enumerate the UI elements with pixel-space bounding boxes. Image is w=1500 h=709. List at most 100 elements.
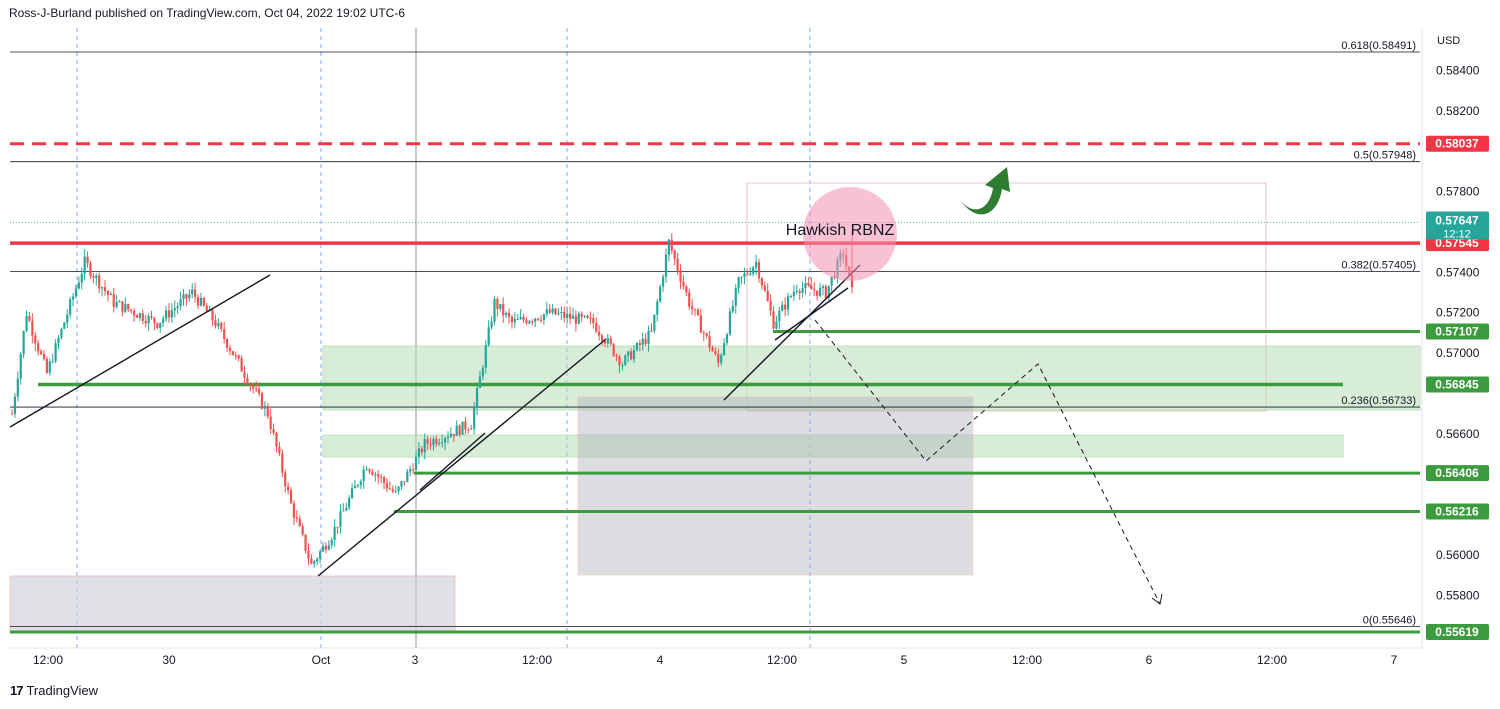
candle-body xyxy=(80,273,83,283)
candle-body xyxy=(536,318,540,320)
candle-body xyxy=(432,439,435,446)
candle-body xyxy=(624,355,627,365)
candle-body xyxy=(583,315,586,317)
candle-body xyxy=(670,239,673,251)
candle-body xyxy=(528,321,531,324)
candle-body xyxy=(676,258,679,271)
candle-body xyxy=(167,310,171,318)
candle-body xyxy=(525,320,528,324)
candle-body xyxy=(269,416,272,430)
candle-body xyxy=(496,299,499,310)
candle-body xyxy=(542,314,546,320)
candle-body xyxy=(571,315,575,319)
candle-body xyxy=(66,314,69,323)
candle-body xyxy=(380,476,383,478)
candle-body xyxy=(214,320,217,327)
candle-body xyxy=(691,306,694,310)
candle-body xyxy=(220,322,223,329)
candle-body xyxy=(342,510,345,512)
candle-body xyxy=(455,425,458,436)
candle-body xyxy=(211,309,214,321)
candle-body xyxy=(295,517,298,519)
candle-body xyxy=(199,297,203,306)
candle-body xyxy=(705,333,708,336)
time-tick-label: 7 xyxy=(1391,653,1398,667)
candle-body xyxy=(621,364,624,366)
candle-body xyxy=(781,304,784,311)
candle-body xyxy=(426,439,429,444)
current-price-tag xyxy=(1426,211,1489,240)
candle-body xyxy=(54,343,57,362)
candle-body xyxy=(292,503,296,518)
price-tag xyxy=(1426,465,1489,482)
candle-body xyxy=(191,289,194,295)
candle-body xyxy=(284,472,287,487)
candle-body xyxy=(661,276,665,287)
candle-body xyxy=(487,327,490,345)
candle-body xyxy=(534,318,537,322)
candle-body xyxy=(243,371,246,378)
price-tag-label: 0.57545 xyxy=(1435,236,1479,250)
hawkish-rbnz-label: Hawkish RBNZ xyxy=(786,222,895,239)
candle-body xyxy=(412,469,415,471)
time-axis[interactable]: 12:00 30 Oct 3 12:00 4 12:00 5 12:00 6 12:00 7 xyxy=(10,647,1422,667)
candle-body xyxy=(510,317,514,323)
candle-body xyxy=(83,256,86,274)
candle-body xyxy=(60,328,63,338)
candle-body xyxy=(711,347,714,352)
projection-path xyxy=(814,319,1161,605)
candle-body xyxy=(728,311,732,335)
candle-body xyxy=(13,396,17,414)
candle-body xyxy=(598,331,601,336)
candle-body xyxy=(850,274,854,288)
candle-body xyxy=(531,321,534,323)
candle-body xyxy=(28,315,31,321)
current-price-label: 0.57647 xyxy=(1435,213,1479,227)
candle-body xyxy=(458,425,461,435)
candle-body xyxy=(71,296,75,300)
candle-body xyxy=(48,361,51,373)
candle-body xyxy=(336,526,339,528)
publisher-header: Ross-J-Burland published on TradingView.… xyxy=(9,6,405,20)
candle-body xyxy=(795,290,798,292)
price-tag xyxy=(1426,503,1489,520)
price-tag-label: 0.56845 xyxy=(1435,377,1479,391)
candle-body xyxy=(263,405,266,409)
demand-zone-upper xyxy=(322,345,1421,411)
fib-label-0.236: 0.236(0.56733) xyxy=(1341,395,1416,407)
candle-body xyxy=(45,358,48,373)
candle-body xyxy=(778,310,781,322)
candle-body xyxy=(42,353,46,359)
candle-body xyxy=(176,306,179,309)
candle-body xyxy=(807,283,810,286)
candle-body xyxy=(162,318,165,323)
candle-body xyxy=(388,488,391,490)
candle-body xyxy=(185,294,188,299)
candle-body xyxy=(682,281,685,287)
candle-body xyxy=(586,315,589,318)
candle-body xyxy=(391,488,394,492)
candle-body xyxy=(731,305,734,312)
candle-body xyxy=(159,322,162,328)
candle-body xyxy=(327,545,330,550)
candle-body xyxy=(350,488,354,498)
candle-body xyxy=(644,338,647,344)
candle-body xyxy=(307,550,310,559)
candle-body xyxy=(228,348,232,352)
candle-body xyxy=(403,481,406,483)
candle-body xyxy=(717,353,720,363)
candle-body xyxy=(754,262,758,268)
candle-body xyxy=(182,294,185,300)
price-axis[interactable]: USD 0.58400 0.58200 0.57800 0.57400 0.57200 0.… xyxy=(1421,28,1489,648)
candle-body xyxy=(516,319,519,321)
candle-body xyxy=(821,286,825,289)
candle-body xyxy=(592,317,595,324)
candle-body xyxy=(461,421,464,435)
trendline-4 xyxy=(774,287,849,341)
candle-body xyxy=(147,315,150,324)
candle-body xyxy=(577,313,580,324)
candle-body xyxy=(153,317,156,324)
time-tick-label: 12:00 xyxy=(1257,653,1287,667)
candle-body xyxy=(278,446,281,454)
